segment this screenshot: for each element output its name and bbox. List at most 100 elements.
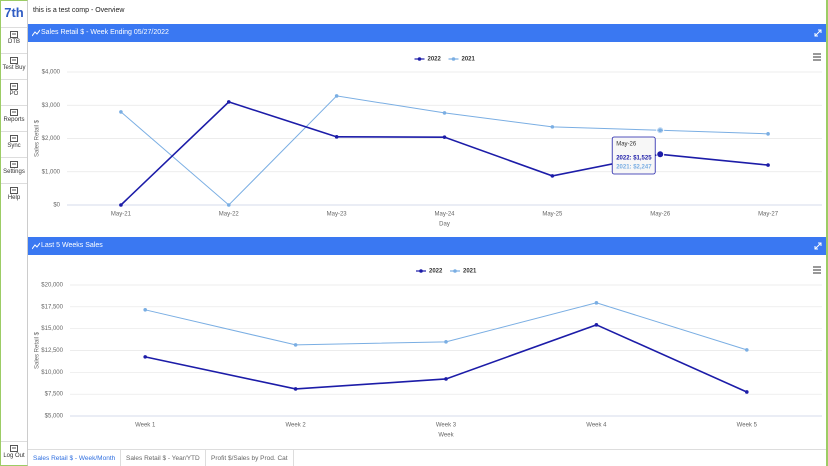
sidebar: 7th DTB Test Buy PO Reports Sync Settings Help…: [0, 0, 28, 466]
nav-item[interactable]: Test Buy: [1, 53, 27, 79]
x-tick-label: Week 1: [135, 423, 156, 429]
hover-point: [656, 126, 665, 135]
x-tick-label: Week 3: [436, 423, 457, 429]
frame: [826, 0, 828, 466]
legend-label: 2021: [463, 269, 477, 275]
x-tick-label: Week 5: [737, 423, 758, 429]
data-point: [766, 132, 770, 136]
y-axis-title: Sales Retail $: [35, 119, 41, 157]
y-tick-label: $3,000: [42, 103, 61, 109]
x-tick-label: May-21: [111, 212, 132, 218]
tooltip-title: May-26: [616, 142, 637, 148]
icon: [10, 31, 18, 38]
nav-item[interactable]: Help: [1, 183, 27, 209]
y-tick-label: $15,000: [41, 326, 63, 332]
legend-label: 2022: [428, 57, 442, 63]
nav-label: Settings: [3, 169, 25, 175]
icon: [10, 109, 18, 116]
icon: [10, 135, 18, 142]
panel-header: Last 5 Weeks Sales: [28, 237, 827, 255]
chart-icon: [32, 29, 40, 37]
tooltip-line: 2021: $2,247: [616, 165, 652, 171]
tab-bar: Sales Retail $ - Week/Month Sales Retail …: [28, 449, 828, 466]
y-tick-label: $5,000: [45, 414, 64, 420]
page-title: this is a test comp - Overview: [33, 7, 125, 14]
legend-marker: [419, 269, 423, 273]
legend-label: 2021: [462, 57, 476, 63]
panel-header: Sales Retail $ - Week Ending 05/27/2022: [28, 24, 827, 42]
y-tick-label: $4,000: [42, 70, 61, 76]
logo[interactable]: 7th: [4, 5, 24, 20]
data-point: [766, 163, 770, 167]
expand-button[interactable]: [814, 242, 822, 250]
nav-label: Help: [7, 195, 21, 201]
data-point: [745, 348, 749, 352]
tab[interactable]: Profit $/Sales by Prod. Cat: [206, 450, 294, 466]
legend-marker: [451, 57, 456, 61]
data-point: [293, 343, 298, 347]
y-axis-title: Sales Retail $: [35, 331, 41, 369]
x-tick-label: May-26: [650, 212, 671, 218]
data-point: [442, 111, 447, 115]
nav-item[interactable]: DTB: [1, 27, 27, 53]
y-tick-label: $1,000: [42, 169, 61, 175]
data-point: [119, 110, 123, 114]
icon: [10, 161, 18, 168]
icon: [10, 57, 18, 64]
data-point: [334, 135, 339, 139]
data-point: [745, 390, 749, 394]
legend-marker: [417, 57, 422, 61]
data-point: [550, 125, 555, 129]
y-tick-label: $17,500: [41, 304, 63, 310]
tab[interactable]: Sales Retail $ - Week/Month: [28, 450, 122, 466]
panel-title: Sales Retail $ - Week Ending 05/27/2022: [41, 29, 169, 36]
y-tick-label: $10,000: [41, 370, 63, 376]
x-tick-label: Week 2: [285, 423, 306, 429]
data-point: [143, 308, 147, 312]
nav-label: Reports: [3, 117, 25, 123]
tab[interactable]: Sales Retail $ - Year/YTD: [121, 450, 206, 466]
icon: [10, 187, 18, 194]
y-tick-label: $2,000: [42, 136, 61, 142]
nav-item[interactable]: Log Out: [1, 441, 27, 466]
x-axis-title: Day: [439, 222, 450, 228]
nav-item[interactable]: Reports: [1, 105, 27, 131]
x-tick-label: May-24: [434, 212, 455, 218]
data-point: [444, 340, 448, 344]
x-tick-label: May-23: [327, 212, 348, 218]
data-point: [594, 301, 599, 305]
nav-item[interactable]: PO: [1, 79, 27, 105]
y-tick-label: $12,500: [41, 348, 63, 354]
data-point: [143, 355, 147, 359]
x-tick-label: May-27: [758, 212, 779, 218]
data-point: [226, 203, 231, 207]
x-tick-label: Week 4: [586, 423, 607, 429]
nav-label: Log Out: [3, 453, 25, 459]
x-axis-title: Week: [438, 433, 454, 439]
tooltip-line: 2022: $1,525: [616, 156, 652, 162]
data-point: [594, 323, 599, 327]
expand-button[interactable]: [814, 29, 822, 37]
tooltip: [611, 136, 656, 175]
chart-icon: [32, 242, 40, 250]
data-point: [119, 203, 123, 207]
data-point: [444, 377, 448, 381]
x-tick-label: May-22: [219, 212, 240, 218]
legend-label: 2022: [429, 269, 443, 275]
panel-title: Last 5 Weeks Sales: [41, 242, 103, 249]
data-point: [334, 94, 339, 98]
y-tick-label: $0: [53, 203, 60, 209]
nav-label: Test Buy: [2, 65, 26, 71]
series-line: [120, 101, 769, 206]
hover-point: [656, 150, 665, 159]
y-tick-label: $7,500: [45, 392, 64, 398]
y-tick-label: $20,000: [41, 283, 63, 289]
icon: [10, 83, 18, 90]
data-point: [293, 387, 298, 391]
legend-marker: [453, 269, 457, 273]
icon: [10, 445, 18, 452]
nav-item[interactable]: Settings: [1, 157, 27, 183]
nav-item[interactable]: Sync: [1, 131, 27, 157]
